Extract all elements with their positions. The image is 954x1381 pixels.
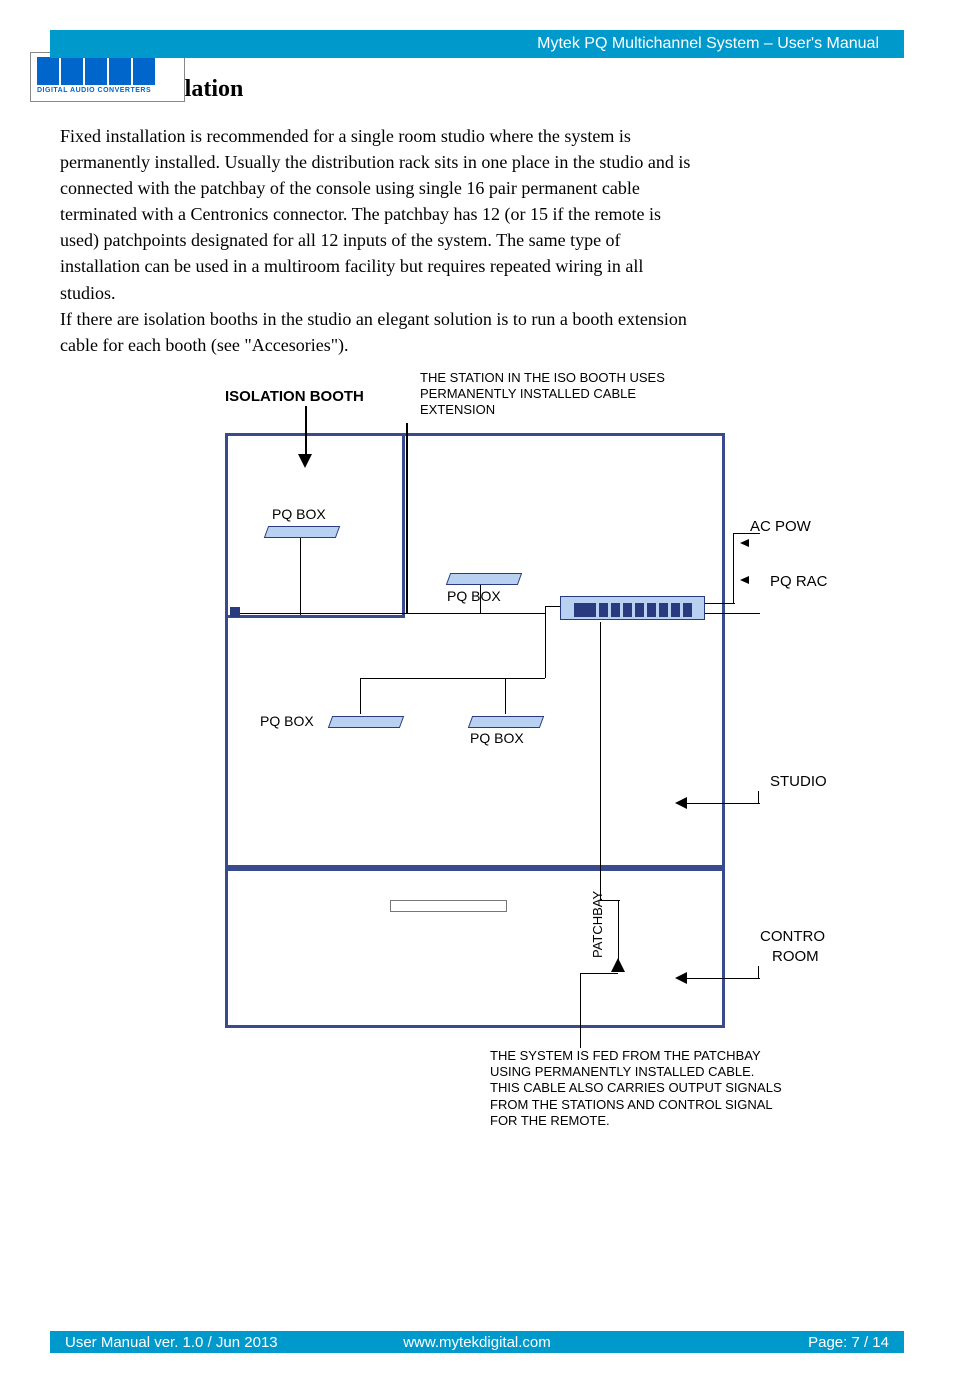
brand-logo: DIGITAL AUDIO CONVERTERS — [30, 52, 185, 102]
diagram-bottom-note: THE SYSTEM IS FED FROM THE PATCHBAY USIN… — [490, 1048, 782, 1129]
pqbox-3 — [328, 716, 404, 728]
label-pqbox-3: PQ BOX — [260, 713, 314, 731]
body-paragraph-1: Fixed installation is recommended for a … — [60, 123, 700, 306]
pqbox-1 — [264, 526, 340, 538]
section-title: Fixed Inatallation — [60, 76, 894, 103]
label-studio: STUDIO — [770, 773, 827, 792]
pqbox-2 — [446, 573, 522, 585]
pqbox-4 — [468, 716, 544, 728]
patchbay-rect — [390, 900, 507, 912]
header-bar: Mytek PQ Multichannel System – User's Ma… — [50, 30, 904, 58]
installation-diagram: ISOLATION BOOTH THE STATION IN THE ISO B… — [140, 378, 910, 1158]
label-pqbox-4: PQ BOX — [470, 730, 524, 748]
label-pqbox-2: PQ BOX — [447, 588, 501, 606]
label-contro: CONTRO — [760, 928, 825, 947]
footer-page: Page: 7 / 14 — [808, 1334, 889, 1351]
label-room: ROOM — [772, 948, 819, 967]
control-room-outline — [225, 868, 725, 1028]
footer-version: User Manual ver. 1.0 / Jun 2013 — [65, 1334, 278, 1351]
label-pq-rac: PQ RAC — [770, 573, 828, 592]
label-isolation-booth: ISOLATION BOOTH — [225, 388, 364, 407]
footer-bar: User Manual ver. 1.0 / Jun 2013 www.myte… — [50, 1331, 904, 1353]
page-content: Fixed Inatallation Fixed installation is… — [0, 58, 954, 1158]
logo-subtitle: DIGITAL AUDIO CONVERTERS — [37, 87, 178, 94]
pq-rack-unit — [560, 596, 705, 620]
body-paragraph-2: If there are isolation booths in the stu… — [60, 306, 700, 358]
studio-outline — [225, 433, 725, 868]
header-title: Mytek PQ Multichannel System – User's Ma… — [537, 35, 879, 53]
label-ac-pow: AC POW — [750, 518, 811, 537]
label-pqbox-1: PQ BOX — [272, 506, 326, 524]
diagram-top-note: THE STATION IN THE ISO BOOTH USES PERMAN… — [420, 370, 665, 419]
